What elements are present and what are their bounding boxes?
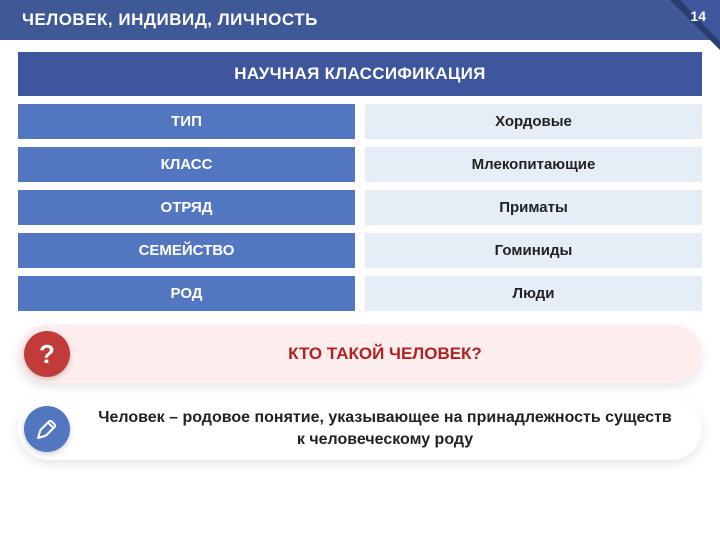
- taxonomy-row: СЕМЕЙСТВО Гоминиды: [18, 233, 702, 268]
- answer-text: Человек – родовое понятие, указывающее н…: [86, 403, 684, 454]
- taxonomy-row: РОД Люди: [18, 276, 702, 311]
- question-text: КТО ТАКОЙ ЧЕЛОВЕК?: [86, 344, 684, 364]
- pencil-icon: [24, 406, 70, 452]
- question-mark-icon: ?: [24, 331, 70, 377]
- taxonomy-value: Приматы: [365, 190, 702, 225]
- taxonomy-value: Гоминиды: [365, 233, 702, 268]
- slide-title-bar: ЧЕЛОВЕК, ИНДИВИД, ЛИЧНОСТЬ: [0, 0, 720, 40]
- question-pill: ? КТО ТАКОЙ ЧЕЛОВЕК?: [18, 325, 702, 383]
- taxonomy-label: ОТРЯД: [18, 190, 355, 225]
- answer-pill: Человек – родовое понятие, указывающее н…: [18, 397, 702, 460]
- page-number: 14: [690, 8, 706, 24]
- content-area: НАУЧНАЯ КЛАССИФИКАЦИЯ ТИП Хордовые КЛАСС…: [0, 40, 720, 470]
- slide-title: ЧЕЛОВЕК, ИНДИВИД, ЛИЧНОСТЬ: [22, 10, 318, 29]
- taxonomy-row: КЛАСС Млекопитающие: [18, 147, 702, 182]
- taxonomy-value: Хордовые: [365, 104, 702, 139]
- taxonomy-label: РОД: [18, 276, 355, 311]
- taxonomy-label: КЛАСС: [18, 147, 355, 182]
- section-header: НАУЧНАЯ КЛАССИФИКАЦИЯ: [18, 52, 702, 96]
- taxonomy-row: ОТРЯД Приматы: [18, 190, 702, 225]
- taxonomy-label: ТИП: [18, 104, 355, 139]
- taxonomy-label: СЕМЕЙСТВО: [18, 233, 355, 268]
- taxonomy-row: ТИП Хордовые: [18, 104, 702, 139]
- page-corner-badge: 14: [660, 0, 720, 50]
- taxonomy-value: Люди: [365, 276, 702, 311]
- taxonomy-value: Млекопитающие: [365, 147, 702, 182]
